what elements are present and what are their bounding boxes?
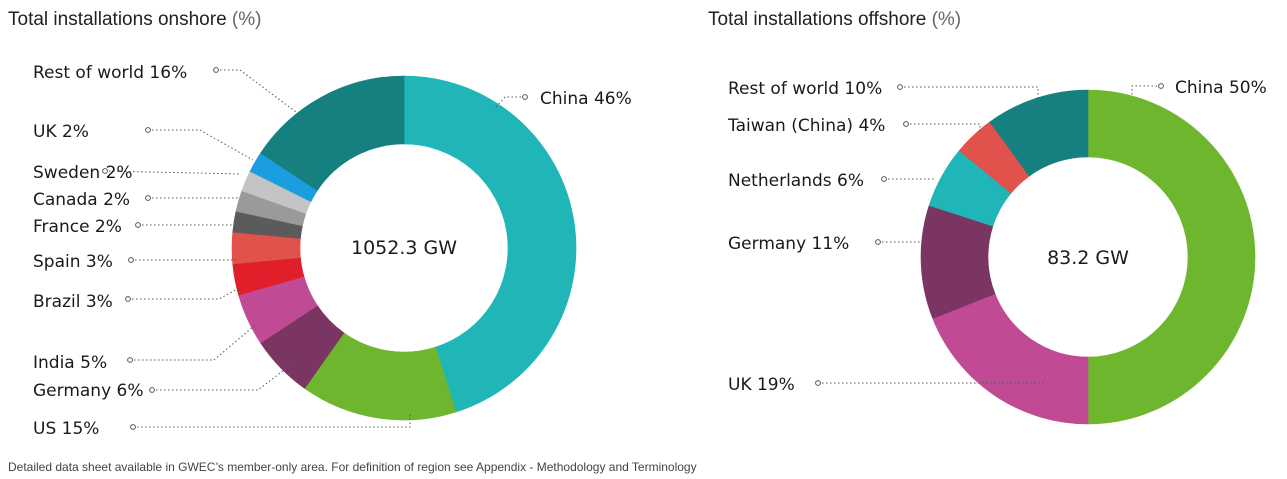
offshore-donut-chart: Total installations offshore (%) China 5… xyxy=(708,9,1267,425)
onshore-leader-uk xyxy=(148,129,254,161)
onshore-leader-dot-sweden xyxy=(102,168,108,174)
onshore-label-us: US 15% xyxy=(33,419,99,439)
onshore-leader-dot-india xyxy=(127,357,133,363)
offshore-label-germany: Germany 11% xyxy=(728,234,849,254)
offshore-label-china: China 50% xyxy=(1175,78,1267,98)
onshore-leader-india xyxy=(130,324,256,361)
onshore-label-rest-of-world: Rest of world 16% xyxy=(33,63,187,83)
offshore-label-netherlands: Netherlands 6% xyxy=(728,171,864,191)
onshore-center-total: 1052.3 GW xyxy=(351,237,457,259)
offshore-slice-uk xyxy=(932,293,1089,425)
onshore-leader-dot-germany xyxy=(149,387,155,393)
onshore-leader-dot-canada xyxy=(145,195,151,201)
onshore-slices xyxy=(231,75,577,421)
onshore-label-uk: UK 2% xyxy=(33,122,89,142)
offshore-leader-dot-netherlands xyxy=(881,176,887,182)
onshore-leader-dot-uk xyxy=(145,127,151,133)
offshore-leader-dot-china xyxy=(1158,83,1164,89)
offshore-label-uk: UK 19% xyxy=(728,375,795,395)
offshore-slice-labels: China 50% UK 19% Germany 11% Netherlands 6%… xyxy=(727,78,1267,395)
onshore-leader-dot-spain xyxy=(128,257,134,263)
onshore-leader-rest-of-world xyxy=(216,69,297,113)
onshore-leader-germany xyxy=(152,363,293,391)
onshore-leader-brazil xyxy=(128,286,242,300)
offshore-leader-dot-taiwan-china xyxy=(903,121,909,127)
onshore-slice-china xyxy=(403,75,577,413)
onshore-label-india: India 5% xyxy=(33,353,107,373)
onshore-label-sweden: Sweden 2% xyxy=(33,163,133,183)
onshore-slice-labels: China 46% US 15% Germany 6% India 5% Brazil … xyxy=(33,63,632,439)
offshore-label-taiwan-china: Taiwan (China) 4% xyxy=(727,116,885,136)
offshore-label-rest-of-world: Rest of world 10% xyxy=(728,79,882,99)
offshore-leader-rest-of-world xyxy=(900,86,1039,100)
onshore-label-china: China 46% xyxy=(540,89,632,109)
onshore-leader-dot-china xyxy=(522,94,528,100)
onshore-leader-sweden xyxy=(104,170,242,175)
onshore-chart-title: Total installations onshore (%) xyxy=(8,9,261,30)
offshore-slice-rest-of-world xyxy=(989,89,1089,177)
onshore-leader-lines xyxy=(102,67,528,430)
offshore-leader-dot-uk xyxy=(815,380,821,386)
onshore-leader-china xyxy=(494,96,525,109)
offshore-leader-dot-rest-of-world xyxy=(897,84,903,90)
onshore-label-brazil: Brazil 3% xyxy=(33,292,113,312)
offshore-leader-taiwan-china xyxy=(906,123,981,134)
onshore-slice-rest-of-world xyxy=(260,75,405,191)
offshore-leader-lines xyxy=(815,83,1164,386)
onshore-donut-chart: Total installations onshore (%) China 46… xyxy=(8,9,632,439)
onshore-label-spain: Spain 3% xyxy=(33,252,113,272)
onshore-leader-dot-rest-of-world xyxy=(213,67,219,73)
onshore-leader-dot-brazil xyxy=(125,296,131,302)
offshore-slices xyxy=(920,89,1256,425)
offshore-leader-china xyxy=(1131,85,1161,96)
offshore-chart-title: Total installations offshore (%) xyxy=(708,9,961,30)
footnote: Detailed data sheet available in GWEC’s … xyxy=(8,460,697,474)
onshore-leader-dot-france xyxy=(135,222,141,228)
offshore-center-total: 83.2 GW xyxy=(1047,247,1129,269)
onshore-leader-us xyxy=(133,412,411,428)
offshore-leader-dot-germany xyxy=(875,239,881,245)
onshore-label-germany: Germany 6% xyxy=(33,381,144,401)
offshore-slice-china xyxy=(1087,89,1256,425)
onshore-label-canada: Canada 2% xyxy=(33,190,130,210)
onshore-label-france: France 2% xyxy=(33,217,122,237)
onshore-leader-dot-us xyxy=(130,424,136,430)
